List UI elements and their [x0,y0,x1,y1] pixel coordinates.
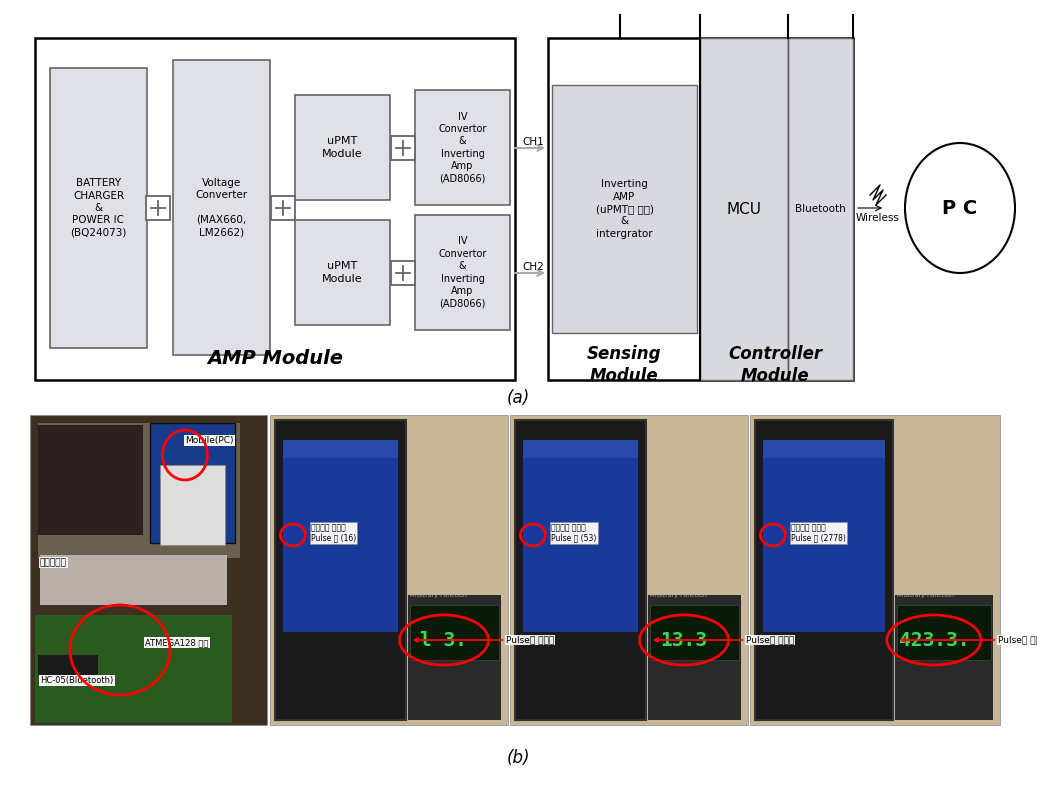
Bar [410,605,499,660]
Bar [173,60,270,355]
Text: 현재까지 입력된
Pulse 수 (53): 현재까지 입력된 Pulse 수 (53) [551,523,596,543]
Bar [415,215,510,330]
Bar [895,595,993,720]
Bar [763,440,885,458]
Text: 현재까지 입력된
Pulse 수 (2778): 현재까지 입력된 Pulse 수 (2778) [791,523,846,543]
Bar [50,68,147,348]
Text: Arbitrary Function: Arbitrary Function [410,593,467,598]
Bar [391,261,415,285]
Bar [648,595,741,720]
Text: (b): (b) [506,749,530,767]
Bar [510,415,748,725]
Bar [271,196,295,220]
Bar [35,615,232,723]
Text: Arbitrary Function: Arbitrary Function [650,593,707,598]
Text: Controller
Module: Controller Module [728,345,822,385]
Text: Wireless: Wireless [857,213,900,223]
Bar [275,420,405,720]
Text: uPMT
Module: uPMT Module [323,137,363,159]
Text: Bluetooth: Bluetooth [795,204,846,214]
Bar [295,220,390,325]
Text: IV
Convertor
&
Inverting
Amp
(AD8066): IV Convertor & Inverting Amp (AD8066) [439,112,486,184]
Bar [650,605,739,660]
Bar [295,95,390,200]
Text: CH1: CH1 [522,137,543,147]
Text: l 3.: l 3. [420,630,468,650]
Text: ATMEGA128 모듈: ATMEGA128 모듈 [145,638,208,647]
Bar [788,38,853,380]
Text: Pulse의 주파수: Pulse의 주파수 [415,635,554,645]
Bar [283,440,398,458]
Text: Sensing
Module: Sensing Module [587,345,662,385]
Text: Mobile(PC): Mobile(PC) [185,436,233,445]
Bar [40,555,227,605]
Bar [415,90,510,205]
Bar [38,423,240,558]
Text: IV
Convertor
&
Inverting
Amp
(AD8066): IV Convertor & Inverting Amp (AD8066) [439,237,486,308]
Text: 13.3: 13.3 [661,630,707,650]
Bar [146,196,170,220]
Bar [270,415,508,725]
Bar [763,440,885,632]
Text: P C: P C [943,198,978,217]
Text: 함수발생기: 함수발생기 [40,558,66,567]
Text: HC-05(Bluetooth): HC-05(Bluetooth) [40,676,113,685]
Bar [755,420,893,720]
Text: 현재까지 입력된
Pulse 수 (16): 현재까지 입력된 Pulse 수 (16) [311,523,357,543]
Bar [523,440,638,632]
Text: Inverting
AMP
(uPMT알 평가)
&
intergrator: Inverting AMP (uPMT알 평가) & intergrator [595,179,653,239]
Bar [38,655,99,675]
Text: AMP Module: AMP Module [207,348,343,368]
Text: Voltage
Converter

(MAX660,
LM2662): Voltage Converter (MAX660, LM2662) [195,177,248,237]
Text: (a): (a) [506,389,530,407]
Text: Arbitrary Function: Arbitrary Function [897,593,954,598]
Bar [700,38,788,380]
Bar [30,415,267,725]
Bar [160,465,225,545]
Bar [408,595,501,720]
Bar [552,85,697,333]
Bar [897,605,991,660]
Bar [515,420,646,720]
Bar [35,38,515,380]
Text: Pulse의 주파수: Pulse의 주파수 [654,635,794,645]
Text: MCU: MCU [727,201,761,217]
Bar [38,425,143,535]
Text: Pulse의 주파수: Pulse의 주파수 [902,635,1037,645]
Bar [750,415,1000,725]
Bar [548,38,853,380]
Bar [283,440,398,632]
Bar [523,440,638,458]
Text: uPMT
Module: uPMT Module [323,261,363,284]
Text: BATTERY
CHARGER
&
POWER IC
(BQ24073): BATTERY CHARGER & POWER IC (BQ24073) [71,178,127,238]
Text: CH2: CH2 [522,262,543,272]
Bar [150,423,235,543]
Bar [391,136,415,160]
Ellipse shape [905,143,1015,273]
Text: 423.3.: 423.3. [899,630,970,650]
